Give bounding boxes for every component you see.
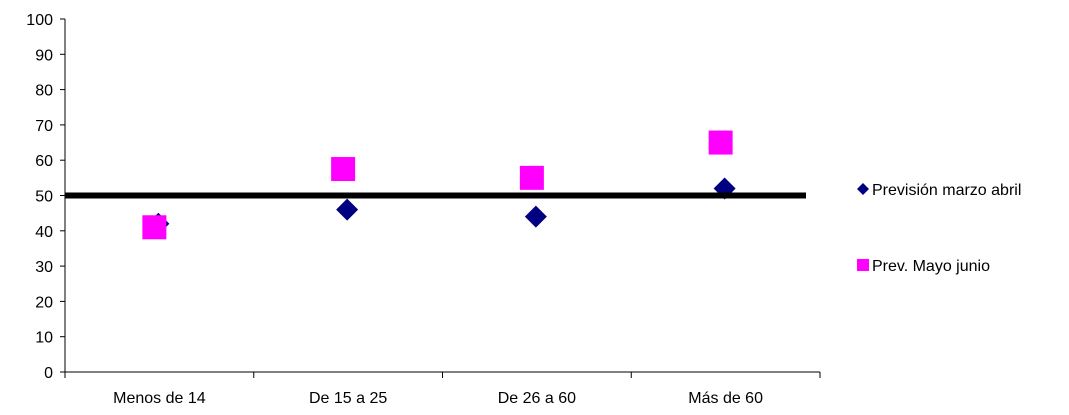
data-point-prev-mayo-junio: [331, 157, 356, 182]
legend-marker-1: [857, 183, 869, 195]
legend-label-2: Prev. Mayo junio: [872, 258, 990, 275]
y-tick-label: 30: [35, 259, 53, 276]
x-tick-label: Más de 60: [688, 390, 763, 407]
x-tick-label: De 15 a 25: [309, 390, 387, 407]
y-tick-label: 80: [35, 83, 53, 100]
legend-marker-2: [857, 259, 869, 271]
data-point-prev-mayo-junio: [708, 130, 733, 155]
legend-label-1: Previsión marzo abril: [872, 182, 1021, 199]
y-tick-label: 70: [35, 118, 53, 135]
data-point-prev-mayo-junio: [142, 215, 167, 240]
data-point-prev-mayo-junio: [519, 165, 544, 190]
y-tick-label: 60: [35, 153, 53, 170]
y-tick-label: 90: [35, 47, 53, 64]
x-tick-label: Menos de 14: [113, 390, 206, 407]
x-tick-label: De 26 a 60: [498, 390, 576, 407]
data-point-prevision-marzo-abril: [524, 205, 547, 228]
y-tick-label: 0: [44, 365, 53, 382]
y-tick-label: 100: [26, 12, 53, 29]
y-tick-label: 20: [35, 294, 53, 311]
y-tick-label: 50: [35, 189, 53, 206]
y-tick-label: 10: [35, 330, 53, 347]
y-tick-label: 40: [35, 224, 53, 241]
data-point-prevision-marzo-abril: [336, 198, 359, 221]
